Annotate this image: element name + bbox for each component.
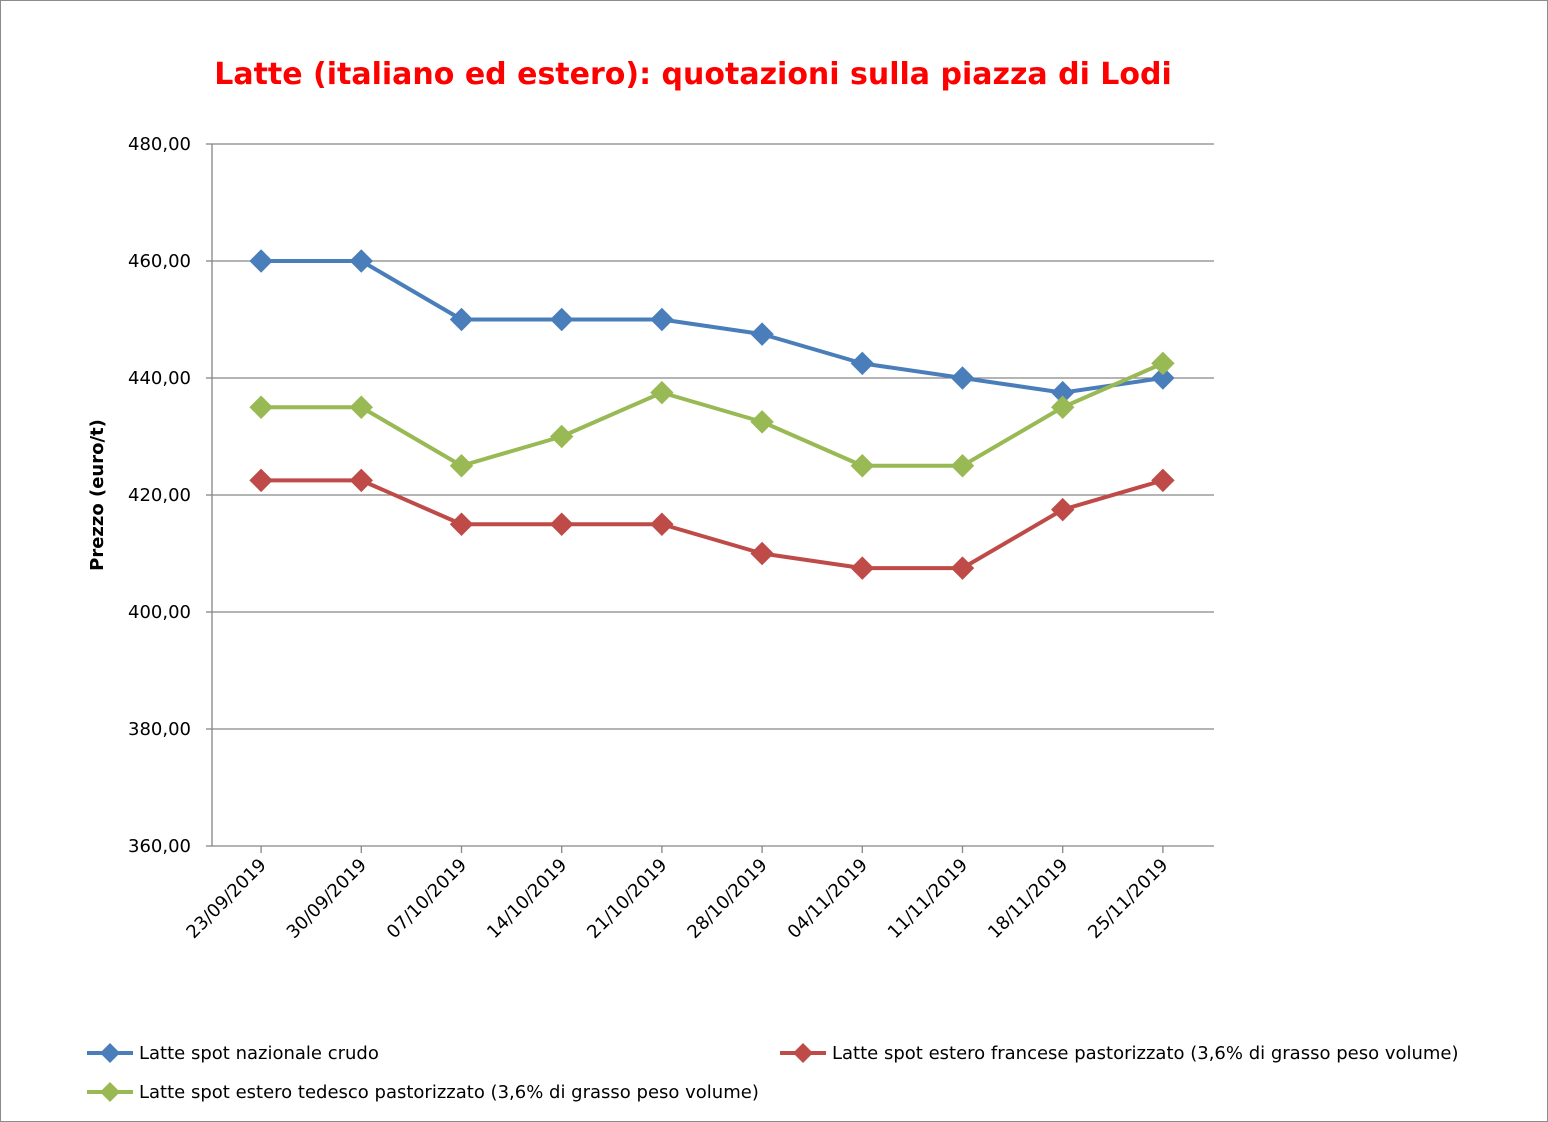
data-point-marker bbox=[750, 410, 774, 434]
data-point-marker bbox=[249, 468, 273, 493]
data-point-marker bbox=[850, 454, 875, 478]
data-point-marker bbox=[750, 322, 774, 346]
legend-item: Latte spot nazionale crudo bbox=[87, 1043, 379, 1064]
data-point-marker bbox=[950, 366, 975, 390]
legend-marker bbox=[100, 1082, 120, 1102]
x-tick-label: 30/09/2019 bbox=[283, 855, 371, 943]
data-point-marker bbox=[650, 380, 674, 405]
y-tick-label: 420,00 bbox=[128, 485, 191, 506]
data-point-marker bbox=[850, 556, 875, 580]
data-point-marker bbox=[650, 512, 674, 536]
series-2 bbox=[249, 468, 1175, 580]
data-point-marker bbox=[650, 307, 674, 332]
y-tick-label: 360,00 bbox=[128, 836, 191, 857]
series-line bbox=[261, 361, 1164, 468]
data-point-marker bbox=[1151, 351, 1175, 376]
data-point-marker bbox=[349, 395, 374, 419]
data-point-marker bbox=[249, 395, 273, 419]
chart-title: Latte (italiano ed estero): quotazioni s… bbox=[214, 57, 1172, 92]
legend: Latte spot nazionale crudo Latte spot est… bbox=[87, 1043, 1459, 1103]
data-point-marker bbox=[950, 454, 975, 478]
x-tick-label: 21/10/2019 bbox=[583, 855, 671, 943]
x-tick-label: 18/11/2019 bbox=[984, 855, 1072, 943]
data-point-marker bbox=[750, 541, 774, 566]
legend-item: Latte spot estero tedesco pastorizzato (… bbox=[87, 1082, 759, 1103]
x-tick-label: 11/11/2019 bbox=[884, 855, 972, 943]
x-tick-label: 07/10/2019 bbox=[383, 855, 471, 943]
x-tick-label: 23/09/2019 bbox=[182, 855, 270, 943]
x-tick-label: 28/10/2019 bbox=[683, 855, 771, 943]
series-line bbox=[261, 478, 1164, 571]
data-point-marker bbox=[549, 424, 574, 449]
data-point-marker bbox=[1151, 366, 1175, 390]
series-line bbox=[261, 259, 1164, 395]
legend-label: Latte spot estero francese pastorizzato … bbox=[832, 1043, 1459, 1064]
data-point-marker bbox=[1050, 395, 1075, 419]
y-tick-label: 480,00 bbox=[128, 134, 191, 155]
data-point-marker bbox=[449, 454, 474, 478]
data-point-marker bbox=[349, 249, 374, 273]
data-point-marker bbox=[850, 351, 875, 376]
data-point-marker bbox=[249, 249, 273, 273]
data-point-marker bbox=[1050, 497, 1075, 522]
data-point-marker bbox=[549, 512, 574, 536]
data-point-marker bbox=[349, 468, 374, 493]
legend-item: Latte spot estero francese pastorizzato … bbox=[780, 1043, 1459, 1064]
series-1 bbox=[249, 249, 1175, 405]
y-tick-label: 380,00 bbox=[128, 719, 191, 740]
data-point-marker bbox=[449, 512, 474, 536]
legend-marker bbox=[100, 1043, 120, 1063]
gridlines bbox=[212, 143, 1214, 847]
y-axis-label: Prezzo (euro/t) bbox=[87, 419, 108, 571]
data-point-marker bbox=[1151, 468, 1175, 493]
series-lines bbox=[249, 249, 1175, 580]
legend-marker bbox=[793, 1043, 813, 1063]
series-3 bbox=[249, 351, 1175, 478]
legend-label: Latte spot estero tedesco pastorizzato (… bbox=[139, 1082, 759, 1103]
y-tick-label: 460,00 bbox=[128, 251, 191, 272]
data-point-marker bbox=[449, 307, 474, 332]
data-point-marker bbox=[950, 556, 975, 580]
x-tick-label: 04/11/2019 bbox=[784, 855, 872, 943]
x-tick-label: 14/10/2019 bbox=[483, 855, 571, 943]
y-tick-label: 440,00 bbox=[128, 368, 191, 389]
data-point-marker bbox=[549, 307, 574, 332]
y-tick-label: 400,00 bbox=[128, 602, 191, 623]
legend-label: Latte spot nazionale crudo bbox=[139, 1043, 379, 1064]
x-tick-label: 25/11/2019 bbox=[1084, 855, 1172, 943]
